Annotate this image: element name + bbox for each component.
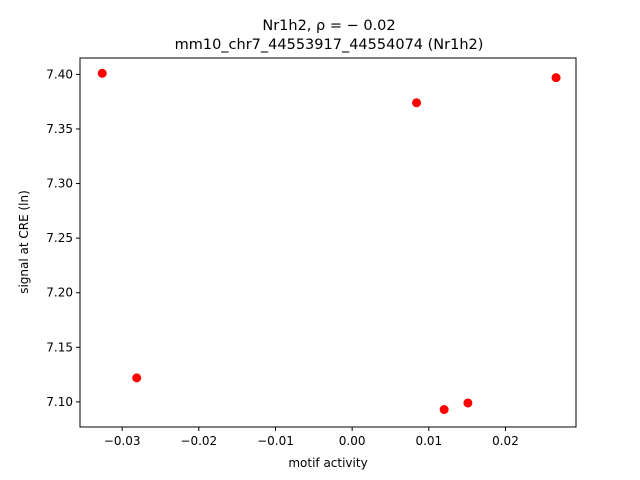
- data-point-4: [463, 398, 473, 408]
- y-axis-label: signal at CRE (ln): [17, 190, 31, 294]
- x-tick-label: 0.00: [339, 434, 366, 448]
- y-tick-label: 7.10: [46, 395, 73, 409]
- chart-title-line2: mm10_chr7_44553917_44554074 (Nr1h2): [175, 37, 484, 53]
- y-tick-label: 7.20: [46, 286, 73, 300]
- data-point-0: [97, 68, 107, 78]
- x-axis-label: motif activity: [288, 456, 367, 470]
- y-tick-label: 7.15: [46, 340, 73, 354]
- y-tick-label: 7.40: [46, 67, 73, 81]
- y-tick-label: 7.35: [46, 122, 73, 136]
- chart-title-line1: Nr1h2, ρ = − 0.02: [262, 18, 395, 34]
- x-tick-label: 0.01: [415, 434, 442, 448]
- x-tick-label: −0.01: [257, 434, 294, 448]
- x-axis-ticks: −0.03 −0.02 −0.01 0.00 0.01 0.02: [104, 427, 519, 448]
- data-point-5: [551, 73, 561, 83]
- x-tick-label: −0.02: [180, 434, 217, 448]
- y-tick-label: 7.30: [46, 177, 73, 191]
- x-tick-label: 0.02: [492, 434, 519, 448]
- data-points: [97, 68, 561, 415]
- data-point-2: [412, 98, 422, 108]
- plot-area-frame: [79, 57, 577, 428]
- data-point-3: [439, 405, 449, 415]
- y-tick-label: 7.25: [46, 231, 73, 245]
- x-tick-label: −0.03: [104, 434, 141, 448]
- y-axis-ticks: 7.10 7.15 7.20 7.25 7.30 7.35 7.40: [46, 67, 80, 409]
- data-point-1: [132, 373, 142, 383]
